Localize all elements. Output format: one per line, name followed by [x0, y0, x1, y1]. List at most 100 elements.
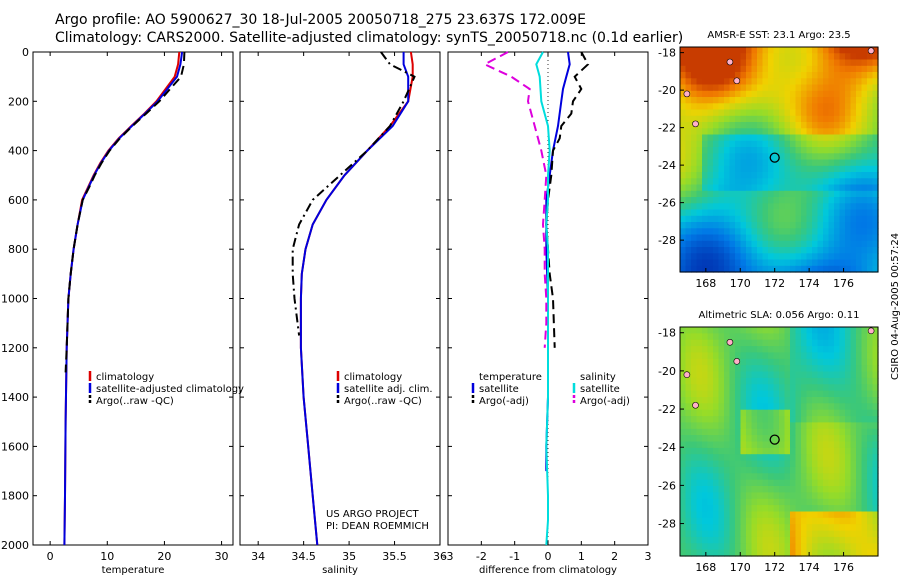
- map-cell: [806, 122, 813, 129]
- map-cell: [718, 492, 725, 500]
- map-cell: [856, 524, 863, 532]
- map-cell: [790, 265, 797, 273]
- map-cell: [757, 384, 764, 392]
- map-cell: [812, 479, 819, 487]
- map-cell: [718, 530, 725, 538]
- map-cell: [784, 59, 791, 67]
- map-cell: [795, 140, 802, 148]
- map-cell: [806, 339, 813, 347]
- x-tick-label: 34: [251, 550, 265, 563]
- map-cell: [685, 72, 692, 79]
- map-cell: [757, 84, 764, 92]
- map-cell: [724, 549, 731, 557]
- map-cell: [757, 346, 764, 354]
- map-cell: [834, 339, 841, 347]
- map-cell: [746, 492, 753, 500]
- map-cell: [724, 543, 731, 551]
- map-cell: [845, 517, 852, 525]
- map-cell: [801, 422, 808, 430]
- map-cell: [773, 447, 780, 455]
- map-cell: [850, 460, 857, 468]
- map-cell: [680, 339, 687, 347]
- map-cell: [702, 403, 709, 411]
- map-cell: [856, 346, 863, 354]
- map-cell: [801, 498, 808, 506]
- y-tick-label: -26: [658, 197, 676, 210]
- map-cell: [751, 59, 758, 67]
- map-cell: [757, 435, 764, 443]
- map-cell: [740, 115, 747, 123]
- map-cell: [740, 153, 747, 161]
- map-cell: [823, 72, 830, 79]
- x-tick-label: 20: [157, 550, 171, 563]
- map-cell: [768, 178, 775, 186]
- map-cell: [768, 549, 775, 557]
- map-cell: [795, 72, 802, 79]
- map-cell: [735, 265, 742, 273]
- map-cell: [790, 339, 797, 347]
- map-cell: [751, 441, 758, 449]
- map-cell: [724, 377, 731, 385]
- map-cell: [691, 259, 698, 267]
- map-cell: [867, 409, 874, 417]
- map-cell: [834, 403, 841, 411]
- map-cell: [806, 103, 813, 111]
- map-cell: [685, 178, 692, 186]
- map-cell: [779, 153, 786, 161]
- map-cell: [779, 536, 786, 544]
- map-cell: [735, 371, 742, 379]
- map-cell: [718, 365, 725, 373]
- map-cell: [757, 65, 764, 73]
- map-cell: [817, 103, 824, 111]
- map-cell: [845, 511, 852, 519]
- map-cell: [696, 97, 703, 104]
- map-cell: [779, 65, 786, 73]
- map-cell: [817, 97, 824, 104]
- map-cell: [735, 339, 742, 347]
- map-cell: [702, 435, 709, 443]
- map-cell: [845, 422, 852, 430]
- map-cell: [806, 84, 813, 92]
- map-cell: [751, 122, 758, 129]
- map-cell: [801, 103, 808, 111]
- map-cell: [680, 517, 687, 525]
- map-cell: [768, 365, 775, 373]
- map-cell: [685, 140, 692, 148]
- map-cell: [823, 333, 830, 341]
- map-cell: [680, 377, 687, 385]
- map-cell: [806, 416, 813, 424]
- map-cell: [685, 447, 692, 455]
- map-cell: [729, 147, 736, 154]
- map-cell: [762, 222, 769, 229]
- map-cell: [850, 377, 857, 385]
- map-cell: [724, 147, 731, 154]
- map-cell: [834, 190, 841, 198]
- map-cell: [867, 178, 874, 186]
- map-cell: [867, 339, 874, 347]
- map-cell: [680, 184, 687, 192]
- map-cell: [691, 517, 698, 525]
- map-cell: [817, 247, 824, 254]
- map-cell: [702, 333, 709, 341]
- map-cell: [702, 416, 709, 424]
- map-cell: [845, 460, 852, 468]
- island-marker: [726, 58, 734, 66]
- map-cell: [696, 190, 703, 198]
- map-cell: [691, 416, 698, 424]
- legend-label: climatology: [96, 372, 154, 383]
- island-marker: [867, 327, 875, 335]
- map-cell: [839, 234, 846, 242]
- map-cell: [779, 517, 786, 525]
- map-cell: [872, 473, 879, 481]
- map-cell: [795, 466, 802, 474]
- map-cell: [713, 78, 720, 86]
- map-cell: [691, 377, 698, 385]
- map-cell: [713, 165, 720, 173]
- map-cell: [834, 78, 841, 86]
- map-cell: [861, 247, 868, 254]
- map-cell: [861, 78, 868, 86]
- map-cell: [746, 265, 753, 273]
- map-cell: [762, 435, 769, 443]
- map-cell: [801, 197, 808, 204]
- map-cell: [812, 428, 819, 436]
